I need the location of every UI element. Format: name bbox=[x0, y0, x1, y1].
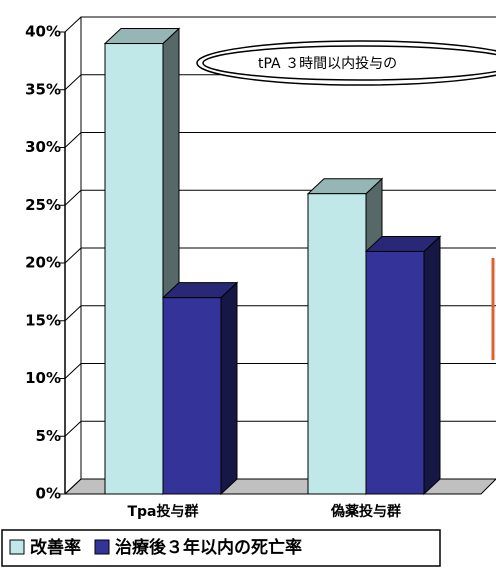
legend-label: 治療後３年以内の死亡率 bbox=[115, 537, 302, 558]
bar bbox=[364, 235, 442, 496]
bar-side bbox=[423, 235, 441, 496]
y-tick-label: 35% bbox=[25, 80, 61, 98]
bar-front bbox=[365, 250, 425, 495]
bar-side bbox=[220, 281, 238, 496]
legend-swatch bbox=[9, 539, 25, 555]
y-tick-label: 40% bbox=[25, 23, 61, 41]
bar-front bbox=[307, 193, 367, 495]
bar-front bbox=[162, 297, 222, 495]
legend-label: 改善率 bbox=[30, 537, 81, 558]
grid-line bbox=[64, 132, 496, 148]
y-tick-label: 10% bbox=[25, 369, 61, 387]
y-tick-label: 15% bbox=[25, 311, 61, 329]
x-tick-label: Tpa投与群 bbox=[127, 503, 198, 520]
x-tick-label: 偽薬投与群 bbox=[330, 503, 401, 520]
annotation-bubble-inner bbox=[202, 45, 496, 81]
grid-line bbox=[64, 16, 496, 33]
bar-front bbox=[104, 43, 164, 495]
legend bbox=[1, 529, 441, 567]
y-tick-label: 0% bbox=[36, 485, 61, 503]
y-tick-label: 20% bbox=[25, 254, 61, 272]
y-tick-label: 30% bbox=[25, 138, 61, 156]
annotation-bubble bbox=[196, 40, 496, 86]
annotation: tPA ３時間以内投与の bbox=[258, 56, 397, 72]
plot-area bbox=[60, 16, 496, 496]
y-tick-label: 25% bbox=[25, 196, 61, 214]
bar bbox=[161, 281, 239, 496]
legend-swatch bbox=[94, 539, 110, 555]
y-tick-label: 5% bbox=[36, 427, 61, 445]
